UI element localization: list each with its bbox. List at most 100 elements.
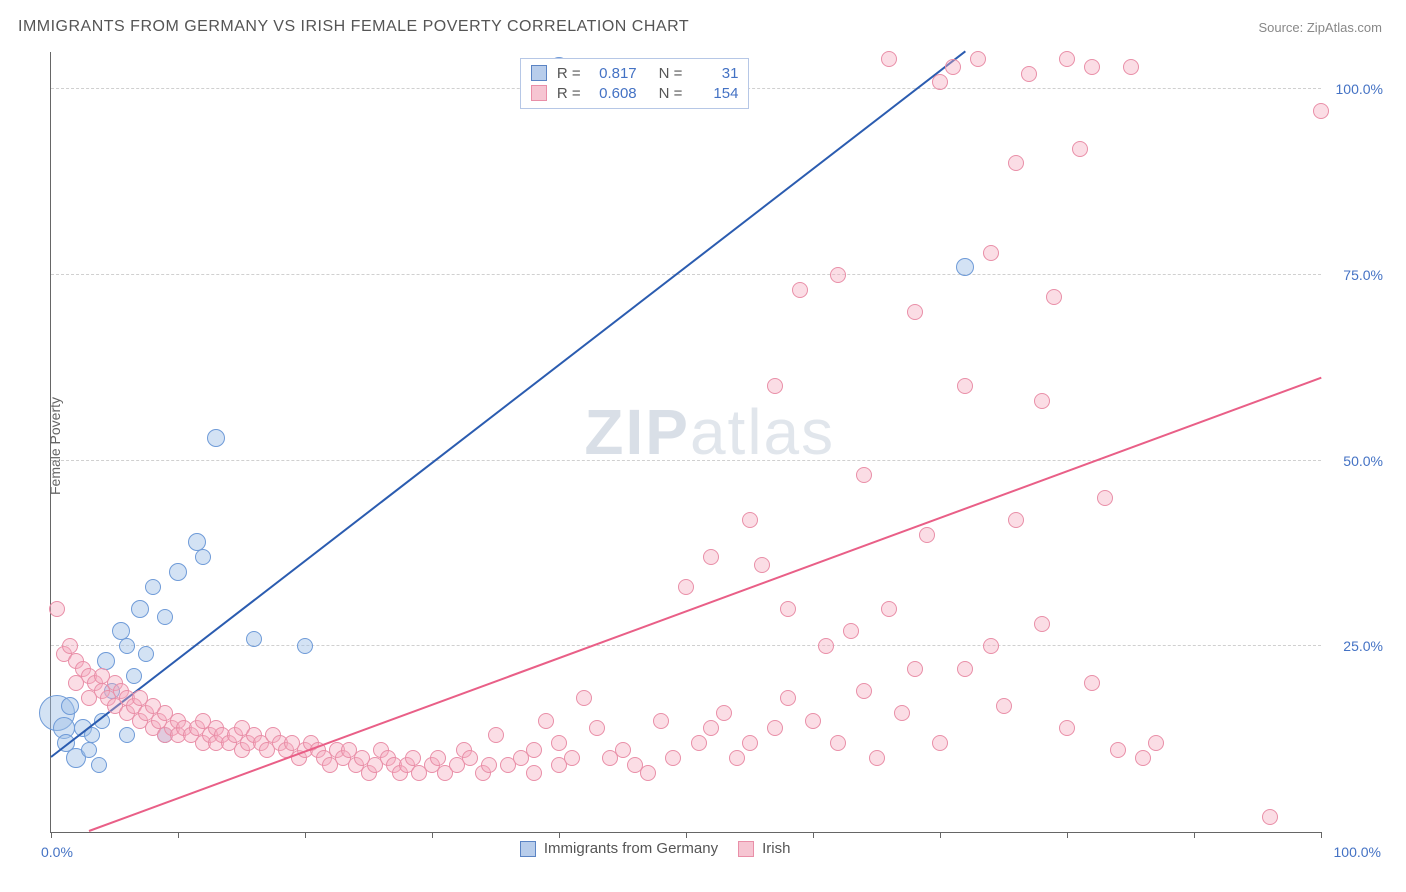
scatter-point-irish: [932, 735, 948, 751]
scatter-point-germany: [207, 429, 225, 447]
x-tick: [432, 832, 433, 838]
n-label: N =: [659, 85, 683, 102]
scatter-point-irish: [1059, 51, 1075, 67]
legend-label-germany: Immigrants from Germany: [544, 840, 718, 857]
scatter-point-irish: [640, 765, 656, 781]
scatter-point-irish: [996, 698, 1012, 714]
scatter-point-irish: [405, 750, 421, 766]
n-value-irish: 154: [690, 85, 738, 102]
scatter-point-irish: [957, 661, 973, 677]
x-tick: [940, 832, 941, 838]
scatter-point-irish: [716, 705, 732, 721]
legend-item-irish: Irish: [738, 840, 790, 857]
legend-label-irish: Irish: [762, 840, 790, 857]
scatter-point-irish: [957, 378, 973, 394]
scatter-point-irish: [1262, 809, 1278, 825]
scatter-point-irish: [703, 720, 719, 736]
scatter-point-irish: [818, 638, 834, 654]
scatter-point-irish: [665, 750, 681, 766]
scatter-point-irish: [830, 735, 846, 751]
scatter-point-irish: [1097, 490, 1113, 506]
scatter-point-irish: [691, 735, 707, 751]
scatter-point-irish: [564, 750, 580, 766]
x-min-label: 0.0%: [41, 844, 73, 860]
scatter-point-irish: [742, 735, 758, 751]
scatter-point-irish: [932, 74, 948, 90]
r-value-irish: 0.608: [589, 85, 637, 102]
scatter-point-irish: [576, 690, 592, 706]
legend-swatch-germany: [520, 841, 536, 857]
scatter-point-irish: [881, 51, 897, 67]
source-link[interactable]: ZipAtlas.com: [1307, 20, 1382, 35]
scatter-point-irish: [430, 750, 446, 766]
source-label: Source:: [1258, 20, 1306, 35]
x-tick: [1321, 832, 1322, 838]
scatter-point-irish: [1313, 103, 1329, 119]
x-tick: [1067, 832, 1068, 838]
source-attribution: Source: ZipAtlas.com: [1258, 20, 1382, 35]
scatter-point-irish: [1059, 720, 1075, 736]
scatter-point-irish: [526, 742, 542, 758]
scatter-point-irish: [615, 742, 631, 758]
scatter-point-germany: [91, 757, 107, 773]
scatter-point-irish: [767, 720, 783, 736]
swatch-germany: [531, 65, 547, 81]
scatter-point-irish: [919, 527, 935, 543]
scatter-point-irish: [678, 579, 694, 595]
scatter-point-irish: [894, 705, 910, 721]
scatter-point-irish: [1110, 742, 1126, 758]
x-tick: [686, 832, 687, 838]
n-label: N =: [659, 65, 683, 82]
scatter-point-germany: [956, 258, 974, 276]
stats-legend: R =0.817N =31R =0.608N =154: [520, 58, 750, 109]
x-tick: [559, 832, 560, 838]
legend-swatch-irish: [738, 841, 754, 857]
scatter-point-germany: [81, 742, 97, 758]
scatter-point-irish: [526, 765, 542, 781]
scatter-point-germany: [169, 563, 187, 581]
bottom-legend: Immigrants from Germany Irish: [520, 840, 791, 857]
x-tick: [1194, 832, 1195, 838]
scatter-point-irish: [1148, 735, 1164, 751]
scatter-point-irish: [653, 713, 669, 729]
gridline: [51, 645, 1321, 646]
scatter-point-irish: [983, 638, 999, 654]
scatter-point-irish: [869, 750, 885, 766]
scatter-point-irish: [1008, 512, 1024, 528]
scatter-point-irish: [488, 727, 504, 743]
scatter-point-germany: [157, 609, 173, 625]
scatter-point-irish: [1135, 750, 1151, 766]
scatter-point-irish: [1034, 616, 1050, 632]
scatter-point-irish: [703, 549, 719, 565]
y-tick-label: 75.0%: [1327, 267, 1383, 283]
scatter-point-irish: [780, 690, 796, 706]
x-tick: [305, 832, 306, 838]
x-tick: [813, 832, 814, 838]
watermark-bold: ZIP: [584, 396, 690, 468]
scatter-point-irish: [462, 750, 478, 766]
stats-row-irish: R = 0.608 N = 154: [531, 83, 739, 103]
scatter-point-irish: [792, 282, 808, 298]
scatter-point-irish: [1021, 66, 1037, 82]
scatter-point-irish: [742, 512, 758, 528]
y-tick-label: 25.0%: [1327, 638, 1383, 654]
scatter-point-irish: [907, 304, 923, 320]
r-label: R =: [557, 85, 581, 102]
scatter-point-germany: [145, 579, 161, 595]
scatter-point-irish: [1008, 155, 1024, 171]
r-label: R =: [557, 65, 581, 82]
scatter-point-irish: [481, 757, 497, 773]
scatter-point-irish: [780, 601, 796, 617]
scatter-point-irish: [881, 601, 897, 617]
stats-row-germany: R =0.817N =31: [531, 63, 739, 83]
scatter-point-irish: [907, 661, 923, 677]
scatter-point-irish: [551, 735, 567, 751]
scatter-point-irish: [945, 59, 961, 75]
chart-container: IMMIGRANTS FROM GERMANY VS IRISH FEMALE …: [0, 0, 1406, 892]
watermark-light: atlas: [690, 396, 835, 468]
scatter-point-germany: [297, 638, 313, 654]
scatter-point-germany: [195, 549, 211, 565]
scatter-point-irish: [49, 601, 65, 617]
swatch-irish: [531, 85, 547, 101]
scatter-point-irish: [843, 623, 859, 639]
